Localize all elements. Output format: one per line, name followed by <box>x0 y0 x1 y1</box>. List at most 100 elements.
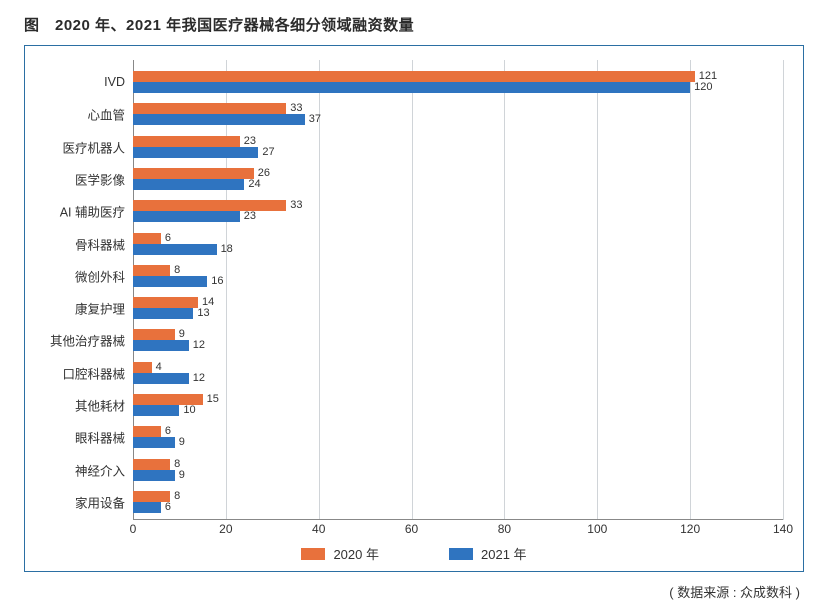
category-label: 其他耗材 <box>75 395 133 414</box>
chart-frame: IVD121120心血管3337医疗机器人2327医学影像2624AI 辅助医疗… <box>24 45 804 572</box>
bar-value: 9 <box>179 470 185 481</box>
swatch-2021 <box>449 548 473 560</box>
bar-y2020 <box>133 233 161 244</box>
bar-y2021 <box>133 502 161 513</box>
x-tick-label: 20 <box>219 522 232 536</box>
bar-y2021 <box>133 179 244 190</box>
bar-y2021 <box>133 211 240 222</box>
legend-item-2021: 2021 年 <box>449 544 527 563</box>
x-tick-label: 140 <box>773 522 793 536</box>
bar-wrap: 9 <box>133 329 783 340</box>
category-row: 其他治疗器械912 <box>133 324 783 356</box>
bar-y2021 <box>133 147 258 158</box>
legend-label-2021: 2021 年 <box>481 544 527 563</box>
bar-wrap: 26 <box>133 168 783 179</box>
category-row: 医学影像2624 <box>133 163 783 195</box>
bar-wrap: 13 <box>133 308 783 319</box>
bar-y2020 <box>133 103 286 114</box>
bar-y2020 <box>133 459 170 470</box>
plot-area: IVD121120心血管3337医疗机器人2327医学影像2624AI 辅助医疗… <box>133 60 783 520</box>
bar-value: 8 <box>174 459 180 470</box>
bar-y2020 <box>133 426 161 437</box>
legend-item-2020: 2020 年 <box>301 544 379 563</box>
x-tick-label: 40 <box>312 522 325 536</box>
bar-value: 33 <box>290 103 302 114</box>
chart-title: 图 2020 年、2021 年我国医疗器械各细分领域融资数量 <box>24 14 804 35</box>
bar-value: 18 <box>221 244 233 255</box>
bar-y2020 <box>133 168 254 179</box>
bar-y2021 <box>133 244 217 255</box>
bar-value: 23 <box>244 136 256 147</box>
bar-wrap: 15 <box>133 394 783 405</box>
bar-wrap: 23 <box>133 136 783 147</box>
bar-value: 120 <box>694 82 712 93</box>
bar-wrap: 121 <box>133 71 783 82</box>
bar-y2020 <box>133 265 170 276</box>
bar-value: 4 <box>156 362 162 373</box>
bar-y2020 <box>133 136 240 147</box>
bar-y2021 <box>133 373 189 384</box>
legend-label-2020: 2020 年 <box>333 544 379 563</box>
category-row: AI 辅助医疗3323 <box>133 195 783 227</box>
bar-y2021 <box>133 405 179 416</box>
bar-wrap: 33 <box>133 103 783 114</box>
bar-y2021 <box>133 437 175 448</box>
bar-y2021 <box>133 82 690 93</box>
bar-wrap: 6 <box>133 426 783 437</box>
category-label: 骨科器械 <box>75 234 133 253</box>
bar-value: 24 <box>248 179 260 190</box>
category-label: 眼科器械 <box>75 428 133 447</box>
category-row: 医疗机器人2327 <box>133 131 783 163</box>
category-label: 心血管 <box>87 105 133 124</box>
bar-value: 9 <box>179 437 185 448</box>
bar-wrap: 8 <box>133 491 783 502</box>
x-tick-label: 0 <box>130 522 137 536</box>
bar-wrap: 37 <box>133 114 783 125</box>
category-row: 神经介入89 <box>133 453 783 485</box>
bar-y2020 <box>133 297 198 308</box>
bar-wrap: 8 <box>133 265 783 276</box>
x-tick-label: 60 <box>405 522 418 536</box>
bar-value: 15 <box>207 394 219 405</box>
bar-value: 16 <box>211 276 223 287</box>
bar-wrap: 12 <box>133 340 783 351</box>
bar-value: 6 <box>165 426 171 437</box>
bar-value: 6 <box>165 502 171 513</box>
bar-y2021 <box>133 470 175 481</box>
category-row: 口腔科器械412 <box>133 357 783 389</box>
bar-value: 12 <box>193 340 205 351</box>
category-label: 神经介入 <box>75 460 133 479</box>
category-row: 骨科器械618 <box>133 227 783 259</box>
category-row: 微创外科816 <box>133 260 783 292</box>
category-label: AI 辅助医疗 <box>60 202 133 221</box>
bar-y2020 <box>133 362 152 373</box>
bar-value: 23 <box>244 211 256 222</box>
category-label: 微创外科 <box>75 266 133 285</box>
bar-y2020 <box>133 329 175 340</box>
bar-value: 37 <box>309 114 321 125</box>
bar-value: 33 <box>290 200 302 211</box>
x-ticks: 020406080100120140 <box>133 520 783 538</box>
bar-y2021 <box>133 308 193 319</box>
bar-rows: IVD121120心血管3337医疗机器人2327医学影像2624AI 辅助医疗… <box>133 60 783 520</box>
bar-y2020 <box>133 200 286 211</box>
bar-value: 13 <box>197 308 209 319</box>
category-row: 家用设备86 <box>133 486 783 518</box>
category-label: IVD <box>104 75 133 89</box>
gridline <box>783 60 784 520</box>
category-label: 家用设备 <box>75 492 133 511</box>
category-row: 心血管3337 <box>133 98 783 130</box>
bar-value: 8 <box>174 491 180 502</box>
category-label: 医学影像 <box>75 169 133 188</box>
category-row: 眼科器械69 <box>133 421 783 453</box>
category-label: 医疗机器人 <box>62 137 133 156</box>
category-row: IVD121120 <box>133 66 783 98</box>
bar-value: 6 <box>165 233 171 244</box>
category-label: 口腔科器械 <box>62 363 133 382</box>
bar-value: 10 <box>183 405 195 416</box>
bar-wrap: 33 <box>133 200 783 211</box>
swatch-2020 <box>301 548 325 560</box>
bar-value: 8 <box>174 265 180 276</box>
data-source: ( 数据来源 : 众成数科 ) <box>24 582 804 601</box>
x-tick-label: 120 <box>680 522 700 536</box>
